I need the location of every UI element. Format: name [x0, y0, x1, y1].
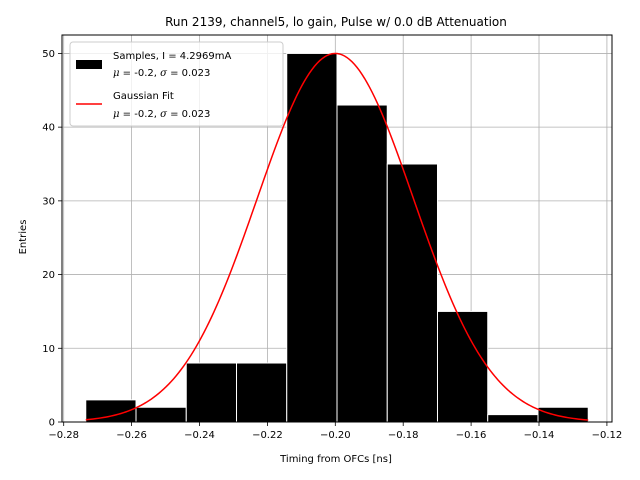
x-tick-label: −0.16	[456, 430, 487, 441]
legend-samples-label: Samples, I = 4.2969mA	[113, 51, 231, 62]
x-axis-label: Timing from OFCs [ns]	[279, 454, 392, 465]
histogram-bar	[286, 52, 338, 423]
x-tick-label: −0.12	[592, 430, 623, 441]
y-tick-label: 40	[42, 123, 55, 134]
x-tick-label: −0.28	[48, 430, 79, 441]
histogram-bar	[236, 362, 288, 423]
y-tick-label: 50	[42, 49, 55, 60]
x-tick-label: −0.20	[320, 430, 351, 441]
histogram-bar	[135, 406, 187, 423]
chart-title: Run 2139, channel5, lo gain, Pulse w/ 0.…	[165, 15, 507, 29]
y-tick-label: 30	[42, 196, 55, 207]
histogram-bar	[185, 362, 238, 423]
histogram-bar	[386, 163, 438, 423]
legend-fit-stats: μ = -0.2, σ = 0.023	[113, 109, 210, 120]
histogram-bar	[487, 414, 539, 423]
histogram-bar	[436, 310, 489, 423]
y-tick-label: 20	[42, 270, 55, 281]
histogram-bars	[85, 52, 589, 423]
gaussian-fit	[85, 52, 589, 421]
x-tick-label: −0.26	[116, 430, 147, 441]
legend-samples-swatch	[76, 60, 102, 69]
y-tick-label: 10	[42, 344, 55, 355]
y-axis-ticks: 0 10 20 30 40 50	[42, 49, 62, 429]
x-tick-label: −0.24	[184, 430, 215, 441]
y-tick-label: 0	[49, 418, 55, 429]
axes-frame	[61, 34, 613, 423]
legend-samples-stats: μ = -0.2, σ = 0.023	[113, 68, 210, 79]
y-axis-label: Entries	[18, 220, 29, 255]
legend-fit-label: Gaussian Fit	[113, 91, 174, 102]
legend: Samples, I = 4.2969mA μ = -0.2, σ = 0.02…	[69, 41, 284, 127]
x-axis-ticks: −0.28 −0.26 −0.24 −0.22 −0.20 −0.18 −0.16 −0.14…	[48, 422, 622, 441]
histogram-bar	[336, 104, 388, 423]
x-tick-label: −0.14	[524, 430, 555, 441]
x-tick-label: −0.22	[252, 430, 283, 441]
legend-box	[69, 41, 284, 127]
x-tick-label: −0.18	[388, 430, 419, 441]
gaussian-fit-line	[85, 52, 589, 421]
